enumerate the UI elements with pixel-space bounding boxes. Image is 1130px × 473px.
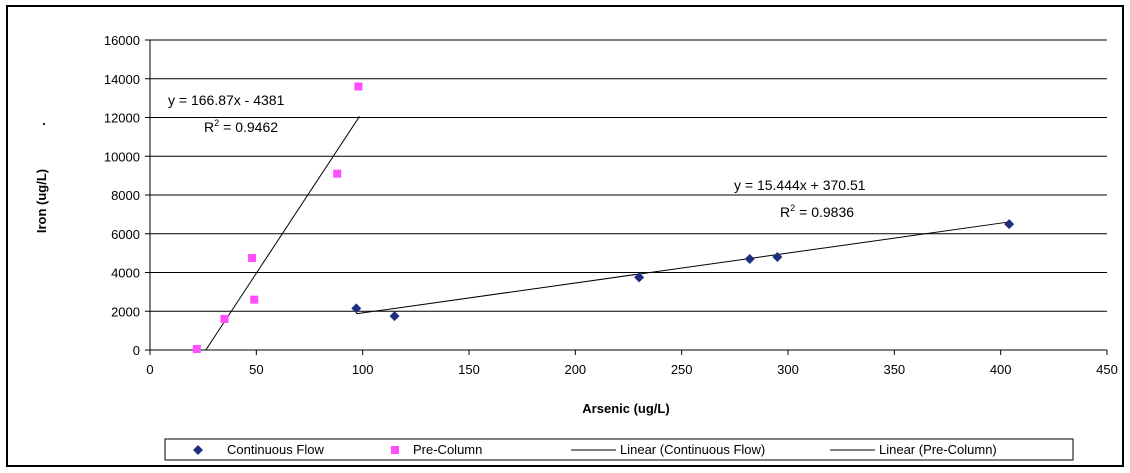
x-tick-label: 0 (146, 362, 153, 377)
legend-marker-pre-column (391, 446, 399, 454)
point-pre-column (333, 169, 342, 178)
r2-superscript: 2 (790, 203, 795, 213)
x-tick-label: 200 (564, 362, 586, 377)
legend-marker-continuous-flow (193, 445, 203, 455)
r2-label: R (204, 119, 214, 135)
point-continuous-flow (1004, 219, 1015, 230)
x-tick-label: 100 (352, 362, 374, 377)
r2-value: = 0.9462 (223, 119, 278, 135)
point-pre-column (192, 345, 201, 354)
point-continuous-flow (772, 252, 783, 262)
y-tick-label: 12000 (104, 111, 140, 126)
y-tick-label: 14000 (104, 72, 140, 87)
legend-box (164, 438, 1074, 461)
x-tick-label: 50 (249, 362, 263, 377)
x-tick-label: 400 (990, 362, 1012, 377)
x-tick-label: 450 (1096, 362, 1118, 377)
point-pre-column (248, 253, 257, 262)
x-tick-labels: 0 50 100 150 200 250 300 350 400 450 (146, 362, 1117, 377)
x-tick-label: 300 (777, 362, 799, 377)
r2-text-pre-column: R2 = 0.9462 (204, 118, 278, 135)
data-points (192, 82, 1015, 354)
y-tick-label: 6000 (111, 227, 140, 242)
legend-label-pre-column: Pre-Column (413, 442, 482, 457)
equation-continuous-flow: y = 15.444x + 370.51 R2 = 0.9836 (734, 177, 866, 220)
equation-pre-column: y = 166.87x - 4381 R2 = 0.9462 (168, 92, 285, 135)
x-tick-label: 350 (883, 362, 905, 377)
point-continuous-flow (351, 303, 362, 314)
point-continuous-flow (389, 311, 400, 322)
y-tick-label: 2000 (111, 304, 140, 319)
legend-label-linear-continuous-flow: Linear (Continuous Flow) (620, 442, 765, 457)
equation-text-continuous-flow: y = 15.444x + 370.51 (734, 177, 866, 193)
legend-label-continuous-flow: Continuous Flow (227, 442, 324, 457)
point-continuous-flow (634, 272, 645, 283)
y-tick-label: 8000 (111, 188, 140, 203)
point-pre-column (354, 82, 363, 91)
chart-frame: 0 2000 4000 6000 8000 10000 12000 14000 16000 0 5… (6, 5, 1124, 467)
gridlines (150, 39, 1107, 312)
y-tick-label: 10000 (104, 149, 140, 164)
trendlines (205, 116, 1010, 351)
axes (145, 39, 1108, 355)
y-tick-label: 16000 (104, 33, 140, 48)
trendline-pre-column (205, 116, 360, 351)
y-tick-label: 4000 (111, 266, 140, 281)
r2-label: R (780, 204, 790, 220)
x-axis-title: Arsenic (ug/L) (582, 401, 669, 416)
point-pre-column (250, 295, 259, 304)
point-continuous-flow (744, 253, 755, 264)
x-tick-label: 250 (671, 362, 693, 377)
equation-text-pre-column: y = 166.87x - 4381 (168, 92, 285, 108)
y-axis-title: Iron (ug/L) (34, 169, 49, 233)
x-tick-label: 150 (458, 362, 480, 377)
r2-value: = 0.9836 (799, 204, 854, 220)
legend-label-linear-pre-column: Linear (Pre-Column) (879, 442, 997, 457)
point-pre-column (220, 315, 229, 323)
legend: Continuous Flow Pre-Column Linear (Conti… (164, 438, 1074, 461)
r2-text-continuous-flow: R2 = 0.9836 (780, 203, 854, 220)
r2-superscript: 2 (214, 118, 219, 128)
y-axis-mark: . (42, 113, 46, 128)
y-tick-label: 0 (133, 343, 140, 358)
scatter-chart: 0 2000 4000 6000 8000 10000 12000 14000 16000 0 5… (34, 33, 1118, 461)
trendline-continuous-flow (356, 221, 1010, 315)
y-tick-labels: 0 2000 4000 6000 8000 10000 12000 14000 16000 (104, 33, 140, 358)
